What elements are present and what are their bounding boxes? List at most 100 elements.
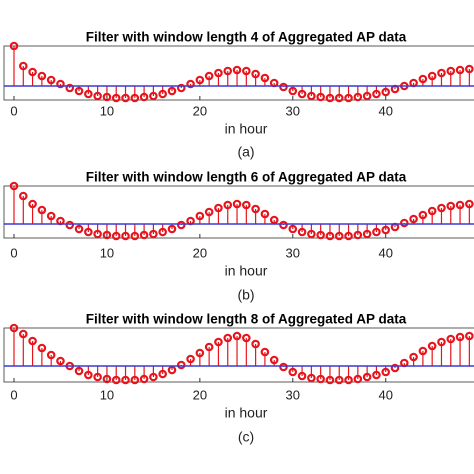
stem-marker (316, 92, 325, 102)
stem-marker (139, 374, 149, 384)
stem-marker (149, 372, 158, 382)
stem (381, 366, 391, 377)
stem-marker (111, 231, 121, 241)
x-tick-label: 40 (378, 103, 392, 118)
stem (195, 348, 205, 366)
stem-marker (325, 93, 335, 103)
stem-marker (297, 371, 307, 381)
stem (344, 224, 353, 241)
stem (427, 206, 437, 224)
stem-marker (46, 350, 56, 360)
stem-marker (18, 61, 28, 71)
stem (334, 366, 344, 385)
stem (362, 366, 372, 382)
panel: Filter with window length 8 of Aggregate… (3, 312, 474, 445)
stem (74, 224, 84, 234)
stem (121, 224, 130, 241)
stem (362, 86, 372, 101)
stem-marker (465, 64, 474, 74)
stem-marker (288, 367, 298, 377)
stem-marker (84, 227, 93, 237)
stem-marker (242, 200, 251, 210)
stem-marker (437, 337, 446, 347)
stem (46, 211, 56, 224)
chart-title: Filter with window length 4 of Aggregate… (86, 30, 407, 45)
x-tick-label: 20 (193, 387, 207, 402)
stem-marker (18, 329, 28, 339)
stem-marker (223, 333, 233, 343)
x-tick-label: 0 (10, 103, 17, 118)
stem-marker (176, 83, 186, 93)
stem (427, 341, 437, 366)
caption: (a) (237, 144, 254, 160)
stem (28, 199, 37, 224)
stem-marker (9, 41, 19, 51)
stem-marker (149, 91, 158, 101)
stem (437, 203, 446, 224)
stem (139, 224, 149, 240)
stem-marker (437, 203, 446, 213)
stem (167, 365, 177, 375)
stem (251, 69, 260, 86)
stem-marker (297, 227, 307, 237)
stem-marker (176, 220, 186, 230)
stem-marker (18, 191, 28, 201)
chart-title: Filter with window length 6 of Aggregate… (86, 170, 407, 185)
stem (427, 71, 437, 86)
stem-marker (307, 229, 316, 239)
stem (353, 86, 363, 102)
stem-marker (455, 65, 465, 75)
stem-marker (74, 366, 84, 376)
stem-marker (223, 200, 233, 210)
stem (176, 220, 186, 230)
stem (269, 78, 279, 88)
panel: Filter with window length 6 of Aggregate… (3, 170, 474, 303)
stem-marker (353, 374, 363, 384)
x-tick-label: 10 (100, 387, 114, 402)
stem (195, 211, 205, 224)
stem (102, 366, 112, 384)
stem-marker (260, 73, 270, 83)
stem-marker (251, 339, 260, 349)
stem-marker (344, 93, 353, 103)
stem-marker (139, 230, 149, 240)
stem (46, 75, 56, 86)
stem-marker (28, 336, 37, 346)
stem (65, 220, 75, 230)
stem (158, 86, 167, 99)
stem-marker (232, 331, 242, 341)
stem-marker (158, 89, 167, 99)
stem-marker (204, 71, 214, 81)
stem (372, 224, 381, 237)
stem (409, 214, 418, 224)
stem (307, 86, 316, 101)
stem-marker (195, 348, 205, 358)
stem (288, 366, 298, 377)
stem-marker (214, 203, 223, 213)
stem-marker (427, 341, 437, 351)
stem-marker (46, 211, 56, 221)
stem (269, 355, 279, 366)
stem-marker (269, 215, 279, 225)
x-tick-label: 20 (193, 103, 207, 118)
x-tick-label: 40 (378, 245, 392, 260)
caption: (c) (238, 429, 254, 445)
stem (334, 224, 344, 241)
stem-marker (37, 343, 47, 353)
chart-title: Filter with window length 8 of Aggregate… (86, 312, 407, 327)
stem-marker (316, 230, 325, 240)
stem-marker (372, 89, 381, 99)
stem (37, 71, 47, 86)
stem-marker (242, 333, 251, 343)
stem-marker (297, 89, 307, 99)
stem (186, 216, 195, 226)
stem-marker (344, 375, 353, 385)
stem-marker (214, 68, 223, 78)
stem (372, 86, 381, 99)
stem (437, 68, 446, 86)
stem (242, 200, 251, 224)
stem-marker (37, 71, 47, 81)
stem (260, 73, 270, 86)
stem (325, 366, 335, 385)
